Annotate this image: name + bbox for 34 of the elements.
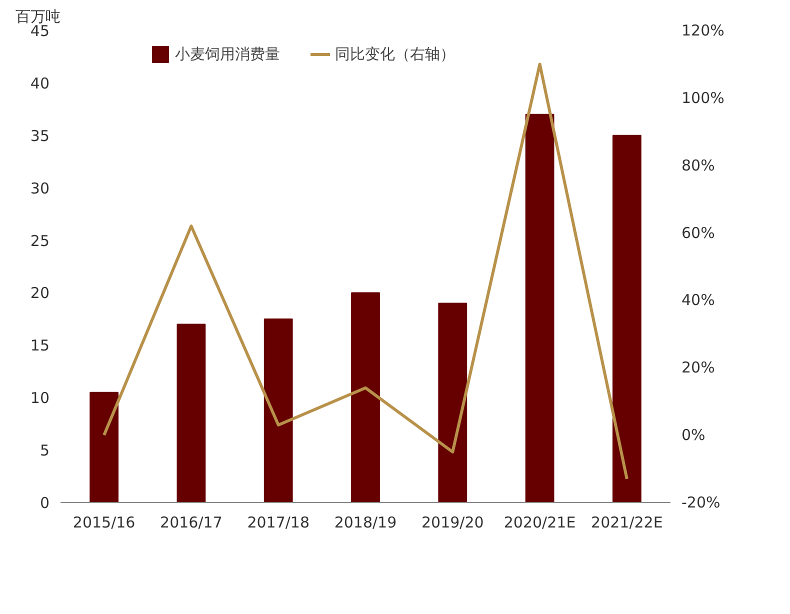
bar (176, 324, 206, 502)
x-tick-label: 2018/19 (334, 514, 397, 532)
y2-tick-label: 20% (682, 358, 715, 377)
y-tick-label: 10 (30, 389, 50, 408)
y-tick-label: 35 (30, 126, 50, 145)
y-tick-label: 20 (30, 284, 50, 302)
y-tick-label: 25 (30, 232, 50, 250)
bar (90, 392, 119, 502)
y2-tick-label: 40% (682, 291, 715, 310)
bar (438, 302, 468, 502)
y2-tick-label: 0% (682, 426, 706, 444)
line-series (102, 62, 628, 480)
y2-tick-label: 60% (682, 224, 715, 242)
x-tick-label: 2021/22E (591, 514, 663, 532)
y2-tick-label: 120% (682, 22, 724, 40)
y-tick-label: 0 (40, 494, 50, 512)
y-tick-label: 15 (30, 336, 50, 355)
legend-label: 同比变化（右轴） (335, 44, 455, 64)
y-tick-label: 40 (30, 74, 50, 92)
y-tick-label: 5 (40, 442, 50, 460)
bar (612, 134, 642, 502)
x-tick-label: 2015/16 (72, 514, 136, 532)
x-tick-label: 2020/21E (504, 514, 576, 532)
bar (264, 318, 293, 502)
x-tick-label: 2016/17 (160, 514, 222, 532)
legend-label: 小麦饲用消费量 (175, 44, 280, 64)
y2-tick-label: 80% (682, 156, 715, 174)
y2-tick-label: 100% (682, 88, 724, 107)
bar (525, 114, 554, 502)
bar (351, 292, 380, 502)
x-tick-label: 2019/20 (421, 514, 484, 532)
y-tick-label: 30 (30, 179, 50, 198)
y2-tick-label: -20% (682, 494, 720, 512)
x-tick-label: 2017/18 (247, 514, 310, 532)
